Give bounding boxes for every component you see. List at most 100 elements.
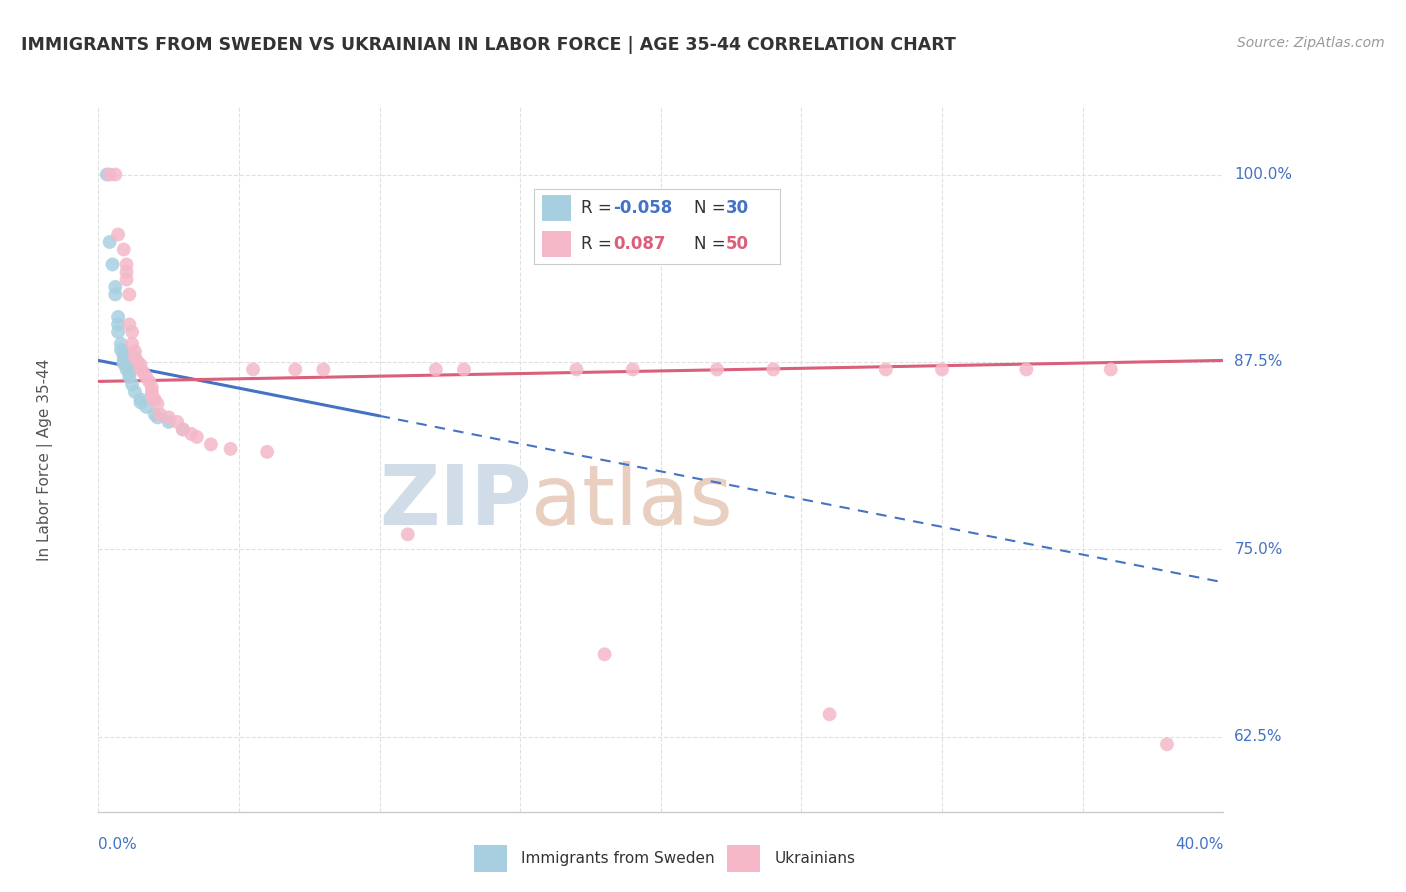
Point bbox=[135, 400, 157, 414]
Point bbox=[112, 344, 135, 359]
Point bbox=[149, 408, 172, 422]
Point bbox=[107, 227, 129, 242]
Point bbox=[172, 422, 194, 436]
Point bbox=[141, 389, 163, 403]
Text: 30: 30 bbox=[725, 199, 749, 218]
Point bbox=[115, 265, 138, 279]
Text: 0.0%: 0.0% bbox=[98, 837, 138, 852]
Point bbox=[115, 272, 138, 286]
Point bbox=[621, 362, 644, 376]
Point bbox=[121, 325, 143, 339]
Text: 75.0%: 75.0% bbox=[1234, 541, 1282, 557]
Point bbox=[115, 362, 138, 376]
Point bbox=[146, 397, 169, 411]
Point bbox=[1099, 362, 1122, 376]
Text: 62.5%: 62.5% bbox=[1234, 730, 1282, 744]
Text: R =: R = bbox=[581, 199, 617, 218]
Point bbox=[101, 257, 124, 271]
Point bbox=[112, 353, 135, 368]
Point bbox=[157, 410, 180, 425]
Text: -0.058: -0.058 bbox=[613, 199, 672, 218]
Point bbox=[706, 362, 728, 376]
Point bbox=[143, 408, 166, 422]
Text: Ukrainians: Ukrainians bbox=[775, 851, 856, 866]
Point bbox=[762, 362, 785, 376]
Point bbox=[118, 318, 141, 332]
Point bbox=[129, 392, 152, 407]
Point bbox=[242, 362, 264, 376]
Point bbox=[115, 358, 138, 372]
Point bbox=[104, 280, 127, 294]
Point bbox=[112, 347, 135, 361]
Point bbox=[425, 362, 447, 376]
Point bbox=[129, 362, 152, 376]
Point bbox=[96, 168, 118, 182]
Point bbox=[186, 430, 208, 444]
Point bbox=[157, 415, 180, 429]
Point bbox=[110, 343, 132, 357]
Point bbox=[112, 356, 135, 370]
Point bbox=[166, 415, 188, 429]
Point bbox=[1156, 737, 1178, 751]
Point bbox=[396, 527, 419, 541]
Point bbox=[124, 351, 146, 365]
Point bbox=[146, 410, 169, 425]
Point bbox=[127, 355, 149, 369]
Text: Source: ZipAtlas.com: Source: ZipAtlas.com bbox=[1237, 36, 1385, 50]
Text: In Labor Force | Age 35-44: In Labor Force | Age 35-44 bbox=[38, 359, 53, 560]
Text: N =: N = bbox=[695, 235, 731, 253]
Point bbox=[121, 337, 143, 351]
Point bbox=[312, 362, 335, 376]
Point bbox=[104, 287, 127, 301]
Point bbox=[453, 362, 475, 376]
Point bbox=[104, 168, 127, 182]
Bar bbox=[541, 195, 571, 221]
Point bbox=[129, 395, 152, 409]
Point bbox=[121, 377, 143, 392]
Point bbox=[135, 370, 157, 384]
Text: Immigrants from Sweden: Immigrants from Sweden bbox=[522, 851, 716, 866]
Text: 40.0%: 40.0% bbox=[1175, 837, 1223, 852]
Point bbox=[118, 287, 141, 301]
Point bbox=[124, 384, 146, 399]
Point bbox=[138, 375, 160, 389]
Point bbox=[172, 422, 194, 436]
Point bbox=[200, 437, 222, 451]
Bar bbox=[541, 231, 571, 257]
Text: N =: N = bbox=[695, 199, 731, 218]
Point bbox=[107, 310, 129, 324]
Bar bbox=[474, 845, 508, 872]
Text: ZIP: ZIP bbox=[380, 461, 531, 542]
Point bbox=[118, 366, 141, 380]
Point bbox=[132, 366, 155, 380]
Point bbox=[141, 384, 163, 399]
Point bbox=[593, 648, 616, 662]
Text: atlas: atlas bbox=[531, 461, 733, 542]
Text: 50: 50 bbox=[725, 235, 749, 253]
Point bbox=[141, 380, 163, 394]
Point bbox=[219, 442, 242, 456]
Text: 0.087: 0.087 bbox=[613, 235, 665, 253]
Point bbox=[118, 364, 141, 378]
Point bbox=[98, 235, 121, 249]
Point bbox=[256, 445, 278, 459]
Point bbox=[818, 707, 841, 722]
Text: IMMIGRANTS FROM SWEDEN VS UKRAINIAN IN LABOR FORCE | AGE 35-44 CORRELATION CHART: IMMIGRANTS FROM SWEDEN VS UKRAINIAN IN L… bbox=[21, 36, 956, 54]
Point bbox=[98, 168, 121, 182]
Point bbox=[1015, 362, 1038, 376]
Point bbox=[875, 362, 897, 376]
Point bbox=[931, 362, 953, 376]
Text: 87.5%: 87.5% bbox=[1234, 354, 1282, 369]
Point bbox=[143, 392, 166, 407]
Point bbox=[115, 257, 138, 271]
Point bbox=[110, 337, 132, 351]
Point bbox=[118, 370, 141, 384]
Bar bbox=[727, 845, 761, 872]
Point bbox=[124, 344, 146, 359]
Point bbox=[180, 426, 202, 441]
Point bbox=[565, 362, 588, 376]
Point bbox=[284, 362, 307, 376]
Text: R =: R = bbox=[581, 235, 617, 253]
Text: 100.0%: 100.0% bbox=[1234, 167, 1292, 182]
Point bbox=[129, 358, 152, 372]
